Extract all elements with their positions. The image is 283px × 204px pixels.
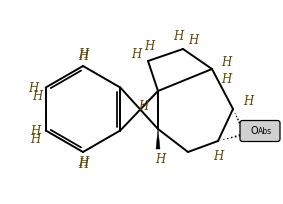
Text: H: H <box>131 48 141 61</box>
Text: H: H <box>78 48 88 61</box>
Text: H: H <box>221 73 231 86</box>
Text: H: H <box>138 100 148 113</box>
Text: H: H <box>221 56 231 69</box>
FancyBboxPatch shape <box>240 121 280 142</box>
Text: H: H <box>78 158 88 171</box>
Text: Abs: Abs <box>258 126 272 135</box>
Text: H: H <box>213 150 223 163</box>
Text: H: H <box>173 30 183 43</box>
Text: H: H <box>78 156 88 169</box>
Text: H: H <box>188 34 198 47</box>
Text: H: H <box>155 153 165 166</box>
Text: O: O <box>250 126 258 136</box>
Text: H: H <box>144 40 154 53</box>
Text: H: H <box>31 132 41 145</box>
Text: H: H <box>243 95 253 108</box>
Text: H: H <box>29 82 39 94</box>
Text: H: H <box>31 124 41 137</box>
Text: H: H <box>33 90 43 102</box>
Text: H: H <box>78 50 88 63</box>
Polygon shape <box>156 129 160 149</box>
